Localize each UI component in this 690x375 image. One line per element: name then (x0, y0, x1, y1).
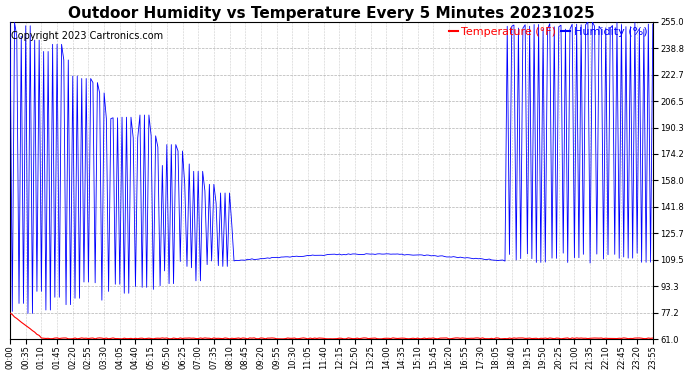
Legend: Temperature (°F), Humidity (%): Temperature (°F), Humidity (%) (448, 27, 647, 37)
Title: Outdoor Humidity vs Temperature Every 5 Minutes 20231025: Outdoor Humidity vs Temperature Every 5 … (68, 6, 595, 21)
Text: Copyright 2023 Cartronics.com: Copyright 2023 Cartronics.com (11, 31, 163, 41)
